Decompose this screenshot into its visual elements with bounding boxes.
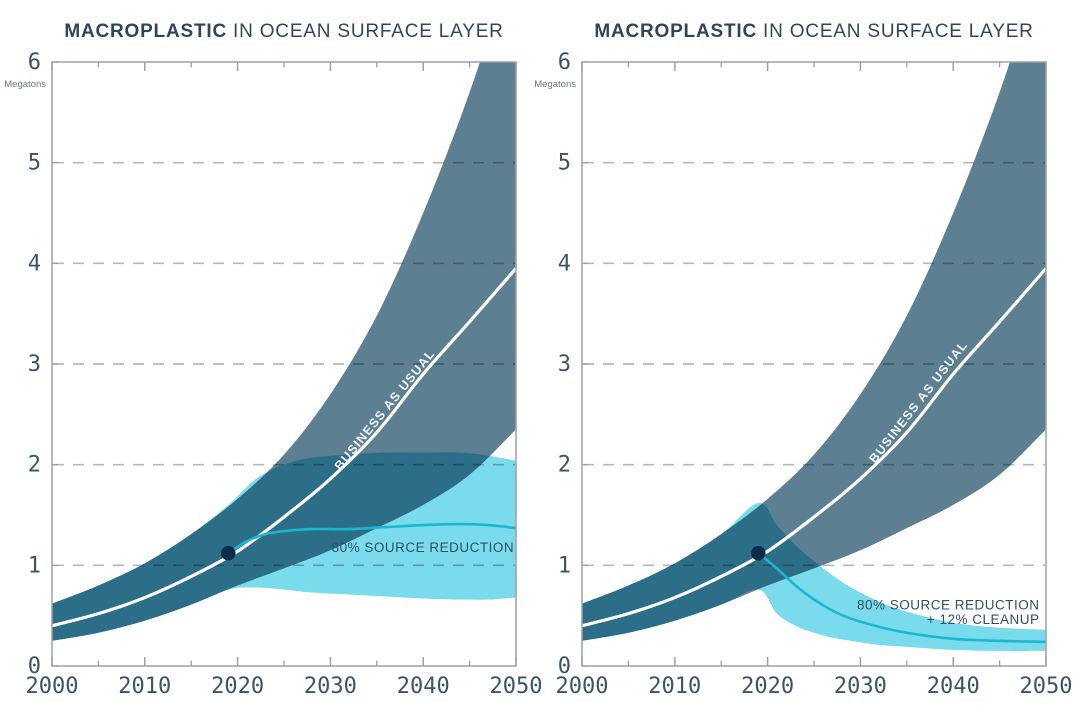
y-tick-label: 3: [558, 352, 571, 377]
y-axis-unit-label: Megatons: [534, 79, 576, 90]
business-as-usual-line: [582, 267, 1046, 628]
y-tick-label: 3: [28, 352, 41, 377]
x-tick-label: 2030: [304, 674, 357, 699]
chart-title: MACROPLASTIC IN OCEAN SURFACE LAYER: [64, 21, 503, 42]
x-tick-label: 2010: [118, 674, 171, 699]
scenario-line: [757, 552, 1046, 644]
x-tick-label: 2000: [26, 674, 79, 699]
y-tick-label: 4: [558, 251, 571, 276]
chart-title-bold: MACROPLASTIC: [64, 21, 227, 42]
x-tick-label: 2050: [490, 674, 543, 699]
y-tick-label: 4: [28, 251, 41, 276]
business-as-usual-line: [52, 267, 516, 628]
x-tick-label: 2050: [1020, 674, 1073, 699]
chart-title-rest: IN OCEAN SURFACE LAYER: [757, 21, 1034, 42]
current-level-marker-dot: [221, 546, 236, 561]
x-tick-label: 2020: [211, 674, 264, 699]
y-tick-label: 0: [28, 654, 41, 679]
chart-title-rest: IN OCEAN SURFACE LAYER: [227, 21, 504, 42]
x-tick-label: 2010: [648, 674, 701, 699]
y-tick-label: 5: [28, 151, 41, 176]
x-tick-label: 2000: [556, 674, 609, 699]
x-tick-label: 2040: [397, 674, 450, 699]
scenario-label-line: + 12% CLEANUP: [927, 612, 1040, 627]
y-tick-label: 2: [28, 453, 41, 478]
scenario-label-line: 80% SOURCE REDUCTION: [332, 540, 515, 555]
x-tick-label: 2030: [834, 674, 887, 699]
y-tick-label: 1: [28, 553, 41, 578]
current-level-marker-dot: [751, 546, 766, 561]
scenario-label-line: 80% SOURCE REDUCTION: [857, 598, 1040, 613]
chart-title-bold: MACROPLASTIC: [594, 21, 757, 42]
business-as-usual-band: [582, 62, 1046, 641]
chart-title: MACROPLASTIC IN OCEAN SURFACE LAYER: [594, 21, 1033, 42]
y-tick-label: 1: [558, 553, 571, 578]
y-tick-label: 0: [558, 654, 571, 679]
y-tick-label: 6: [558, 50, 571, 75]
y-tick-label: 6: [28, 50, 41, 75]
y-axis-unit-label: Megatons: [4, 79, 46, 90]
scenario-band: [582, 502, 1046, 651]
scenario-band: [52, 452, 516, 641]
scenario-line: [227, 522, 516, 555]
y-tick-label: 2: [558, 453, 571, 478]
y-tick-label: 5: [558, 151, 571, 176]
x-tick-label: 2040: [927, 674, 980, 699]
x-tick-label: 2020: [741, 674, 794, 699]
